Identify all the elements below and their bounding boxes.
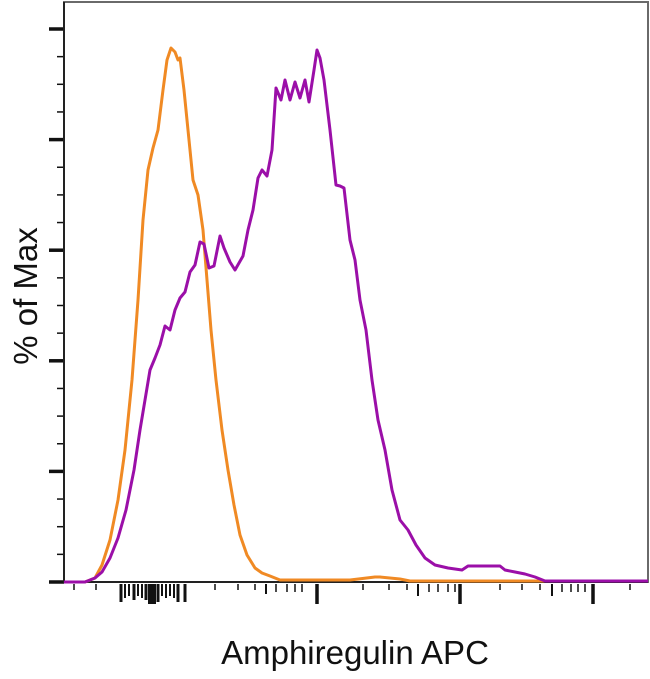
plot-frame: [63, 1, 649, 583]
y-axis-label: % of Max: [7, 227, 44, 365]
x-axis-label: Amphiregulin APC: [221, 634, 489, 671]
isotype-histogram-line: [64, 46, 648, 584]
x-axis-ticks: [73, 584, 631, 604]
amphiregulin-histogram-line: [64, 48, 648, 584]
y-axis-ticks: [49, 27, 64, 584]
